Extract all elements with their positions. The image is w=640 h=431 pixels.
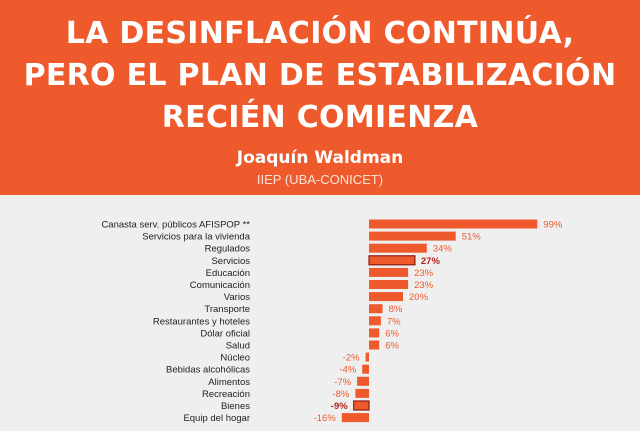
value-label-bienes: -9% <box>331 401 348 412</box>
value-label-varios: 20% <box>409 292 429 303</box>
category-label-varios: Varios <box>224 292 250 303</box>
bar-educacion <box>369 267 409 277</box>
value-label-comunicacion: 23% <box>414 280 434 291</box>
category-label-regulados: Regulados <box>205 244 251 255</box>
category-label-educacion: Educación <box>206 268 250 279</box>
category-label-equip-del-hogar: Equip del hogar <box>183 413 250 424</box>
header-banner: LA DESINFLACIÓN CONTINÚA, PERO EL PLAN D… <box>0 0 640 195</box>
category-label-alimentos: Alimentos <box>208 377 250 388</box>
value-label-canasta-serv-publicos-afispop: 99% <box>543 220 563 231</box>
value-label-alimentos: -7% <box>334 377 351 388</box>
bar-bienes <box>353 400 370 411</box>
value-label-dolar-oficial: 6% <box>385 328 399 339</box>
bar-chart: Canasta serv. públicos AFISPOP ** 99% Serv… <box>101 219 563 424</box>
bar-dolar-oficial <box>369 328 380 338</box>
bar-restaurantes-y-hoteles <box>369 316 381 326</box>
bar-regulados <box>369 243 427 253</box>
category-label-transporte: Transporte <box>204 304 250 315</box>
value-label-equip-del-hogar: -16% <box>314 413 337 424</box>
bar-nucleo <box>365 352 369 362</box>
value-label-salud: 6% <box>385 341 399 352</box>
category-label-canasta-serv-publicos-afispop: Canasta serv. públicos AFISPOP ** <box>101 220 250 231</box>
bar-salud <box>369 340 380 350</box>
bar-varios <box>369 292 403 302</box>
category-label-bebidas-alcoholicas: Bebidas alcohólicas <box>166 365 250 376</box>
chart-area: Canasta serv. públicos AFISPOP ** 99% Serv… <box>0 195 640 426</box>
value-label-servicios: 27% <box>421 256 441 267</box>
bar-comunicacion <box>369 280 409 289</box>
title-line-3: RECIÉN COMIENZA <box>161 100 479 135</box>
bar-equip-del-hogar <box>341 413 369 423</box>
bar-alimentos <box>357 376 369 386</box>
value-label-servicios-para-la-vivienda: 51% <box>462 232 482 243</box>
author-name: Joaquín Waldman <box>236 148 404 168</box>
value-label-nucleo: -2% <box>343 353 360 364</box>
value-label-restaurantes-y-hoteles: 7% <box>387 316 401 327</box>
bar-servicios <box>368 255 416 266</box>
bar-canasta-serv-publicos-afispop <box>369 219 538 229</box>
bar-recreacion <box>355 388 369 398</box>
category-label-recreacion: Recreación <box>202 389 250 400</box>
category-label-bienes: Bienes <box>221 401 250 412</box>
value-label-educacion: 23% <box>414 268 434 279</box>
category-label-restaurantes-y-hoteles: Restaurantes y hoteles <box>153 316 250 327</box>
bar-servicios-para-la-vivienda <box>369 231 456 241</box>
category-label-servicios-para-la-vivienda: Servicios para la vivienda <box>142 232 250 243</box>
category-label-comunicacion: Comunicación <box>190 280 250 291</box>
title-line-2: PERO EL PLAN DE ESTABILIZACIÓN <box>23 58 617 93</box>
value-label-transporte: 8% <box>389 304 403 315</box>
category-label-dolar-oficial: Dólar oficial <box>200 328 250 339</box>
author-affiliation: IIEP (UBA-CONICET) <box>256 172 384 187</box>
bar-bebidas-alcoholicas <box>362 364 369 374</box>
title-line-1: LA DESINFLACIÓN CONTINÚA, <box>65 16 575 51</box>
category-label-servicios: Servicios <box>211 256 250 267</box>
value-label-recreacion: -8% <box>332 389 349 400</box>
bar-transporte <box>369 304 383 314</box>
category-label-nucleo: Núcleo <box>220 353 250 364</box>
value-label-regulados: 34% <box>433 244 453 255</box>
value-label-bebidas-alcoholicas: -4% <box>339 365 356 376</box>
category-label-salud: Salud <box>226 341 250 352</box>
